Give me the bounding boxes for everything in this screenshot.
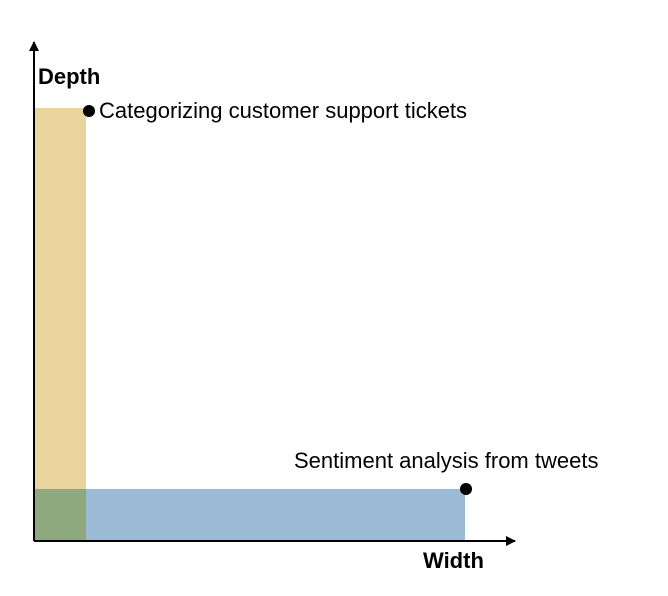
overlap-region bbox=[34, 489, 86, 541]
y-axis-label: Depth bbox=[38, 64, 100, 89]
point-label-sentiment-tweets: Sentiment analysis from tweets bbox=[294, 448, 598, 473]
depth-bar bbox=[34, 108, 86, 489]
width-bar bbox=[86, 489, 465, 541]
x-axis-label: Width bbox=[423, 548, 484, 573]
point-marker-support-tickets bbox=[83, 105, 95, 117]
point-marker-sentiment-tweets bbox=[460, 483, 472, 495]
point-label-support-tickets: Categorizing customer support tickets bbox=[99, 98, 467, 123]
